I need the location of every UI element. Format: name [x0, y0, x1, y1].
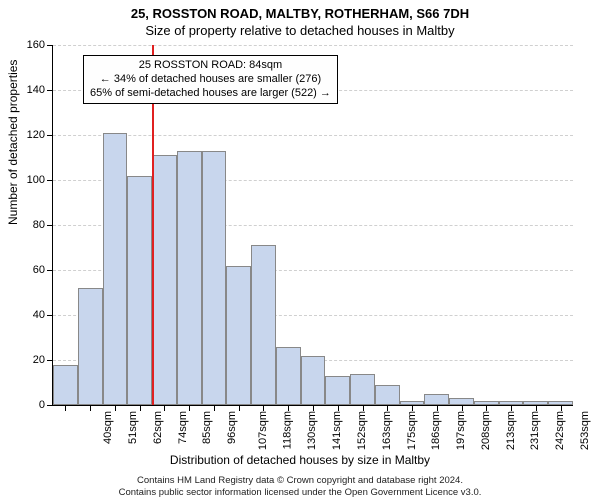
x-tick-label: 163sqm	[381, 411, 393, 450]
y-tick-label: 20	[33, 354, 45, 366]
x-tick	[511, 405, 512, 411]
x-tick	[363, 405, 364, 411]
y-tick-label: 120	[27, 129, 45, 141]
x-tick	[288, 405, 289, 411]
x-tick-label: 152sqm	[356, 411, 368, 450]
y-tick-label: 100	[27, 174, 45, 186]
y-tick	[47, 180, 53, 181]
x-tick	[462, 405, 463, 411]
histogram-bar	[449, 398, 474, 405]
x-tick	[90, 405, 91, 411]
y-tick-label: 0	[39, 399, 45, 411]
y-tick	[47, 360, 53, 361]
histogram-bar	[325, 376, 350, 405]
footer-line2: Contains public sector information licen…	[0, 487, 600, 498]
y-tick-label: 80	[33, 219, 45, 231]
y-tick	[47, 405, 53, 406]
x-tick	[412, 405, 413, 411]
x-tick	[140, 405, 141, 411]
histogram-bar	[152, 155, 177, 405]
histogram-bar	[424, 394, 449, 405]
x-tick-label: 208sqm	[480, 411, 492, 450]
x-tick-label: 74sqm	[177, 411, 189, 444]
y-axis-label: Number of detached properties	[6, 60, 20, 225]
x-tick	[164, 405, 165, 411]
x-tick	[536, 405, 537, 411]
x-tick-label: 51sqm	[127, 411, 139, 444]
x-tick-label: 242sqm	[554, 411, 566, 450]
histogram-bar	[53, 365, 78, 406]
x-tick	[486, 405, 487, 411]
chart-subtitle: Size of property relative to detached ho…	[0, 21, 600, 38]
gridline	[53, 135, 573, 136]
histogram-bar	[350, 374, 375, 406]
chart-plot-area: 02040608010012014016040sqm51sqm62sqm74sq…	[52, 45, 573, 406]
histogram-bar	[177, 151, 202, 405]
x-tick-label: 130sqm	[307, 411, 319, 450]
y-tick	[47, 270, 53, 271]
annotation-line: ← 34% of detached houses are smaller (27…	[90, 73, 331, 87]
y-tick-label: 140	[27, 84, 45, 96]
x-tick-label: 141sqm	[331, 411, 343, 450]
x-tick-label: 40sqm	[102, 411, 114, 444]
x-tick-label: 96sqm	[226, 411, 238, 444]
x-tick	[115, 405, 116, 411]
annotation-line: 25 ROSSTON ROAD: 84sqm	[90, 59, 331, 73]
x-tick	[214, 405, 215, 411]
x-tick	[65, 405, 66, 411]
y-tick	[47, 90, 53, 91]
x-tick	[338, 405, 339, 411]
footer-line1: Contains HM Land Registry data © Crown c…	[0, 475, 600, 486]
histogram-bar	[301, 356, 326, 406]
y-tick	[47, 315, 53, 316]
x-tick-label: 186sqm	[430, 411, 442, 450]
histogram-bar	[226, 266, 251, 406]
x-tick	[189, 405, 190, 411]
histogram-bar	[127, 176, 152, 406]
y-tick-label: 160	[27, 39, 45, 51]
x-tick	[263, 405, 264, 411]
x-tick-label: 213sqm	[505, 411, 517, 450]
x-tick	[437, 405, 438, 411]
histogram-bar	[78, 288, 103, 405]
gridline	[53, 45, 573, 46]
y-tick	[47, 225, 53, 226]
y-tick-label: 60	[33, 264, 45, 276]
histogram-bar	[251, 245, 276, 405]
histogram-bar	[375, 385, 400, 405]
annotation-box: 25 ROSSTON ROAD: 84sqm← 34% of detached …	[83, 55, 338, 104]
x-tick-label: 107sqm	[257, 411, 269, 450]
histogram-bar	[103, 133, 128, 405]
x-tick-label: 197sqm	[455, 411, 467, 450]
x-tick-label: 62sqm	[152, 411, 164, 444]
annotation-line: 65% of semi-detached houses are larger (…	[90, 87, 331, 101]
y-tick	[47, 45, 53, 46]
x-tick-label: 231sqm	[529, 411, 541, 450]
x-tick-label: 85sqm	[201, 411, 213, 444]
histogram-bar	[202, 151, 227, 405]
x-tick-label: 253sqm	[579, 411, 591, 450]
x-tick	[561, 405, 562, 411]
x-tick-label: 175sqm	[406, 411, 418, 450]
footer-attribution: Contains HM Land Registry data © Crown c…	[0, 475, 600, 498]
y-tick	[47, 135, 53, 136]
x-tick-label: 118sqm	[281, 411, 293, 449]
y-tick-label: 40	[33, 309, 45, 321]
chart-title: 25, ROSSTON ROAD, MALTBY, ROTHERHAM, S66…	[0, 0, 600, 21]
x-axis-label: Distribution of detached houses by size …	[0, 453, 600, 467]
x-tick	[239, 405, 240, 411]
histogram-bar	[276, 347, 301, 406]
x-tick	[387, 405, 388, 411]
x-tick	[313, 405, 314, 411]
